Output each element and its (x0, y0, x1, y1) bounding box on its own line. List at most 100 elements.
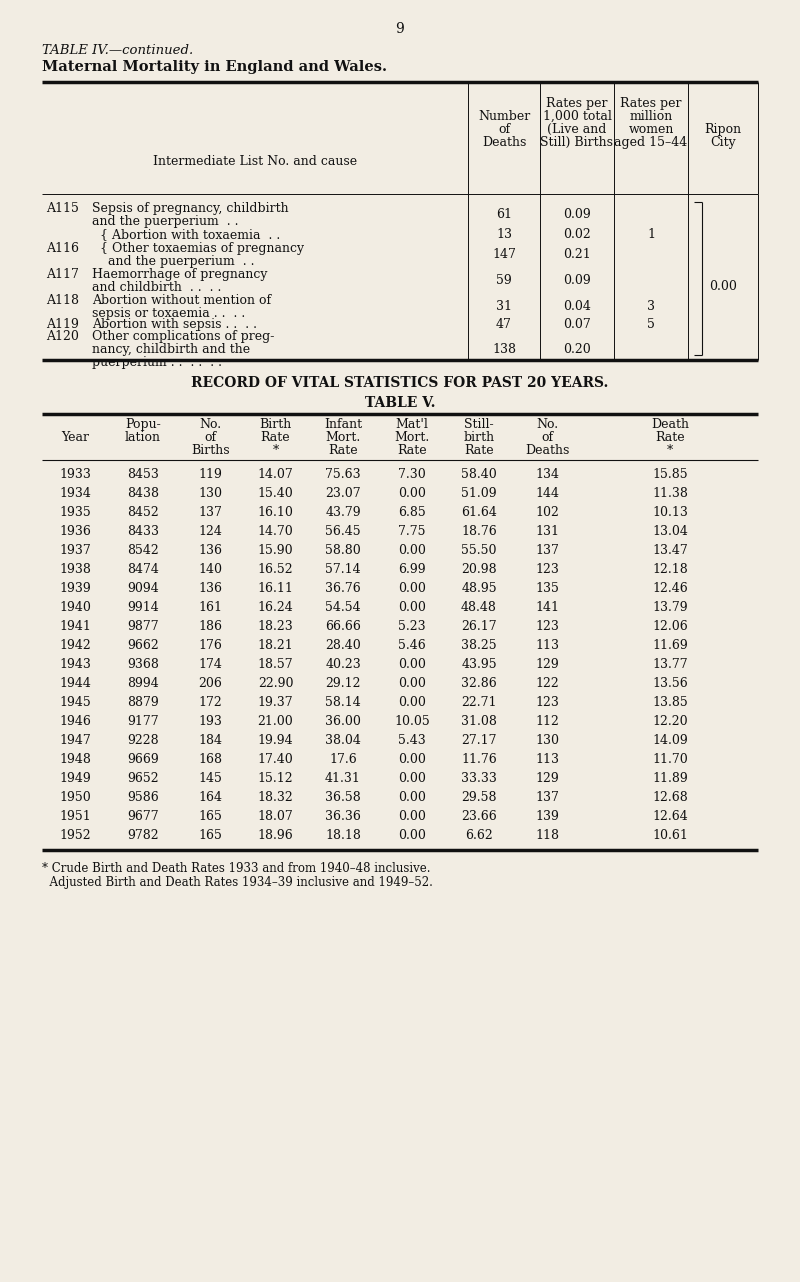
Text: 1933: 1933 (59, 468, 91, 481)
Text: 19.37: 19.37 (258, 696, 294, 709)
Text: lation: lation (125, 431, 161, 444)
Text: 113: 113 (535, 753, 559, 767)
Text: 57.14: 57.14 (325, 563, 361, 576)
Text: Rates per: Rates per (620, 97, 682, 110)
Text: 165: 165 (198, 810, 222, 823)
Text: * Crude Birth and Death Rates 1933 and from 1940–48 inclusive.: * Crude Birth and Death Rates 1933 and f… (42, 862, 430, 876)
Text: 184: 184 (198, 735, 222, 747)
Text: 15.85: 15.85 (652, 468, 688, 481)
Text: 0.00: 0.00 (398, 810, 426, 823)
Text: 1937: 1937 (59, 544, 91, 556)
Text: 0.00: 0.00 (398, 753, 426, 767)
Text: 22.90: 22.90 (258, 677, 294, 690)
Text: 16.52: 16.52 (258, 563, 294, 576)
Text: 31: 31 (496, 300, 512, 313)
Text: 0.00: 0.00 (398, 487, 426, 500)
Text: 11.69: 11.69 (652, 638, 688, 653)
Text: 36.36: 36.36 (325, 810, 361, 823)
Text: Rates per: Rates per (546, 97, 608, 110)
Text: 147: 147 (492, 247, 516, 262)
Text: 6.85: 6.85 (398, 506, 426, 519)
Text: No.: No. (199, 418, 222, 431)
Text: 102: 102 (535, 506, 559, 519)
Text: TABLE V.: TABLE V. (365, 396, 435, 410)
Text: 14.70: 14.70 (258, 526, 294, 538)
Text: 20.98: 20.98 (461, 563, 497, 576)
Text: 144: 144 (535, 487, 559, 500)
Text: 32.86: 32.86 (461, 677, 497, 690)
Text: 136: 136 (198, 544, 222, 556)
Text: Deaths: Deaths (482, 136, 526, 149)
Text: 16.10: 16.10 (258, 506, 294, 519)
Text: 18.23: 18.23 (258, 620, 294, 633)
Text: 131: 131 (535, 526, 559, 538)
Text: 141: 141 (535, 601, 559, 614)
Text: 123: 123 (535, 620, 559, 633)
Text: 206: 206 (198, 677, 222, 690)
Text: 0.00: 0.00 (398, 791, 426, 804)
Text: 0.09: 0.09 (563, 274, 591, 287)
Text: 136: 136 (198, 582, 222, 595)
Text: Adjusted Birth and Death Rates 1934–39 inclusive and 1949–52.: Adjusted Birth and Death Rates 1934–39 i… (42, 876, 433, 888)
Text: 8452: 8452 (127, 506, 159, 519)
Text: 66.66: 66.66 (325, 620, 361, 633)
Text: 119: 119 (198, 468, 222, 481)
Text: 38.04: 38.04 (325, 735, 361, 747)
Text: Year: Year (61, 431, 89, 444)
Text: 1942: 1942 (59, 638, 91, 653)
Text: 1945: 1945 (59, 696, 91, 709)
Text: of: of (541, 431, 553, 444)
Text: 10.61: 10.61 (652, 829, 688, 842)
Text: 54.54: 54.54 (325, 601, 361, 614)
Text: 9652: 9652 (127, 772, 159, 785)
Text: 1951: 1951 (59, 810, 91, 823)
Text: of: of (498, 123, 510, 136)
Text: 8438: 8438 (127, 487, 159, 500)
Text: and the puerperium  . .: and the puerperium . . (92, 215, 238, 228)
Text: 129: 129 (535, 658, 559, 670)
Text: 58.14: 58.14 (325, 696, 361, 709)
Text: Deaths: Deaths (525, 444, 569, 456)
Text: Rate: Rate (397, 444, 427, 456)
Text: 164: 164 (198, 791, 222, 804)
Text: 3: 3 (647, 300, 655, 313)
Text: 75.63: 75.63 (325, 468, 361, 481)
Text: Mort.: Mort. (394, 431, 430, 444)
Text: { Other toxaemias of pregnancy: { Other toxaemias of pregnancy (92, 242, 304, 255)
Text: 17.40: 17.40 (258, 753, 294, 767)
Text: 12.06: 12.06 (652, 620, 688, 633)
Text: 12.46: 12.46 (652, 582, 688, 595)
Text: 18.32: 18.32 (258, 791, 294, 804)
Text: 7.30: 7.30 (398, 468, 426, 481)
Text: 58.80: 58.80 (325, 544, 361, 556)
Text: 13: 13 (496, 228, 512, 241)
Text: 19.94: 19.94 (258, 735, 294, 747)
Text: 113: 113 (535, 638, 559, 653)
Text: 58.40: 58.40 (461, 468, 497, 481)
Text: 9: 9 (396, 22, 404, 36)
Text: 0.00: 0.00 (398, 601, 426, 614)
Text: 9177: 9177 (127, 715, 159, 728)
Text: 0.21: 0.21 (563, 247, 591, 262)
Text: A120: A120 (46, 329, 79, 344)
Text: Haemorrhage of pregnancy: Haemorrhage of pregnancy (92, 268, 267, 281)
Text: 23.66: 23.66 (461, 810, 497, 823)
Text: 8542: 8542 (127, 544, 159, 556)
Text: 40.23: 40.23 (325, 658, 361, 670)
Text: 15.40: 15.40 (258, 487, 294, 500)
Text: Other complications of preg-: Other complications of preg- (92, 329, 274, 344)
Text: 9677: 9677 (127, 810, 159, 823)
Text: (Live and: (Live and (547, 123, 606, 136)
Text: 61: 61 (496, 208, 512, 221)
Text: 47: 47 (496, 318, 512, 331)
Text: 9669: 9669 (127, 753, 159, 767)
Text: 0.07: 0.07 (563, 318, 591, 331)
Text: 11.89: 11.89 (652, 772, 688, 785)
Text: 38.25: 38.25 (461, 638, 497, 653)
Text: 1950: 1950 (59, 791, 91, 804)
Text: 15.90: 15.90 (258, 544, 294, 556)
Text: Death: Death (651, 418, 689, 431)
Text: 0.00: 0.00 (398, 677, 426, 690)
Text: Ripon: Ripon (705, 123, 742, 136)
Text: Births: Births (191, 444, 230, 456)
